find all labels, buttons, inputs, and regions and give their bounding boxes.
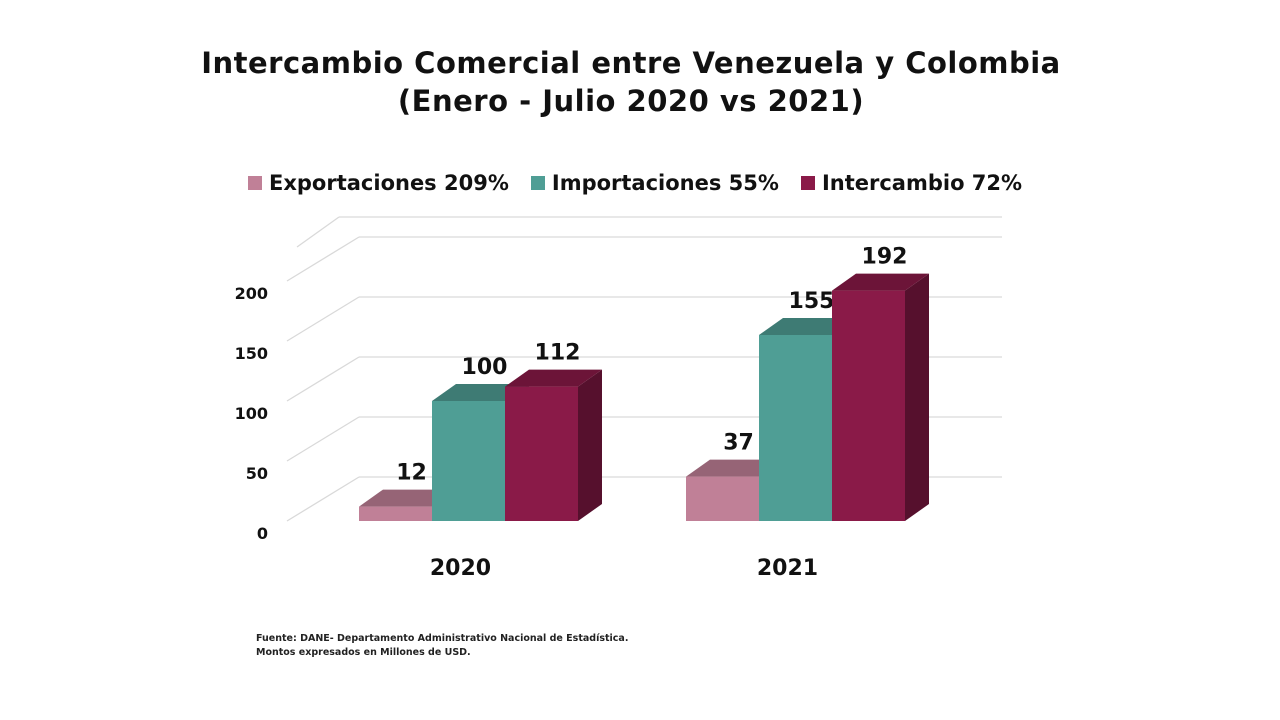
data-label: 112: [535, 341, 581, 366]
title-line-2: (Enero - Julio 2020 vs 2021): [397, 84, 865, 118]
footnote: Fuente: DANE- Departamento Administrativ…: [256, 632, 628, 660]
gridline-depth: [286, 356, 360, 402]
legend-item-intercambio: Intercambio 72%: [800, 171, 1023, 195]
legend-label-intercambio: Intercambio 72%: [821, 171, 1023, 195]
x-tick-label: 2021: [757, 556, 818, 581]
y-tick-label: 0: [257, 524, 268, 543]
legend-item-exportaciones: Exportaciones 209%: [248, 171, 509, 195]
y-tick-label: 100: [235, 404, 268, 423]
y-tick-label: 200: [235, 284, 268, 303]
gridline-depth: [286, 296, 360, 342]
bar-top: [832, 273, 929, 291]
legend-label-importaciones: Importaciones 55%: [551, 171, 779, 195]
x-tick-label: 2020: [430, 556, 491, 581]
footnote-units: Montos expresados en Millones de USD.: [256, 647, 471, 658]
data-label: 100: [462, 355, 508, 380]
gridline-depth: [286, 416, 360, 462]
bar-top: [432, 384, 529, 401]
gridline-depth: [296, 216, 340, 248]
bar: [432, 401, 505, 521]
data-label: 192: [862, 245, 908, 270]
data-label: 155: [789, 289, 835, 314]
y-tick-label: 150: [235, 344, 268, 363]
chart-title: Intercambio Comercial entre Venezuela y …: [0, 44, 1262, 120]
data-label: 12: [396, 461, 427, 486]
bar: [686, 476, 759, 521]
footnote-source: Fuente: DANE- Departamento Administrativ…: [256, 633, 629, 644]
bar-top: [359, 489, 456, 507]
bar: [359, 506, 432, 521]
bar: [832, 290, 905, 521]
legend-swatch-intercambio: [800, 176, 815, 190]
bar-side: [578, 369, 602, 521]
bar-top: [686, 459, 783, 477]
bar: [505, 386, 578, 521]
legend-swatch-exportaciones: [248, 176, 262, 190]
legend-label-exportaciones: Exportaciones 209%: [269, 171, 509, 195]
legend-item-importaciones: Importaciones 55%: [530, 171, 779, 195]
bar-top: [505, 369, 602, 387]
chart-legend: Exportaciones 209% Importaciones 55% Int…: [248, 168, 1044, 198]
gridline-depth: [286, 476, 360, 522]
bar-side: [905, 273, 929, 521]
title-line-1: Intercambio Comercial entre Venezuela y …: [201, 46, 1061, 80]
y-tick-label: 50: [246, 464, 268, 483]
bar-top: [759, 318, 856, 335]
gridline-depth: [286, 236, 360, 282]
bar: [759, 335, 832, 521]
data-label: 37: [723, 431, 754, 456]
legend-swatch-importaciones: [530, 176, 545, 190]
